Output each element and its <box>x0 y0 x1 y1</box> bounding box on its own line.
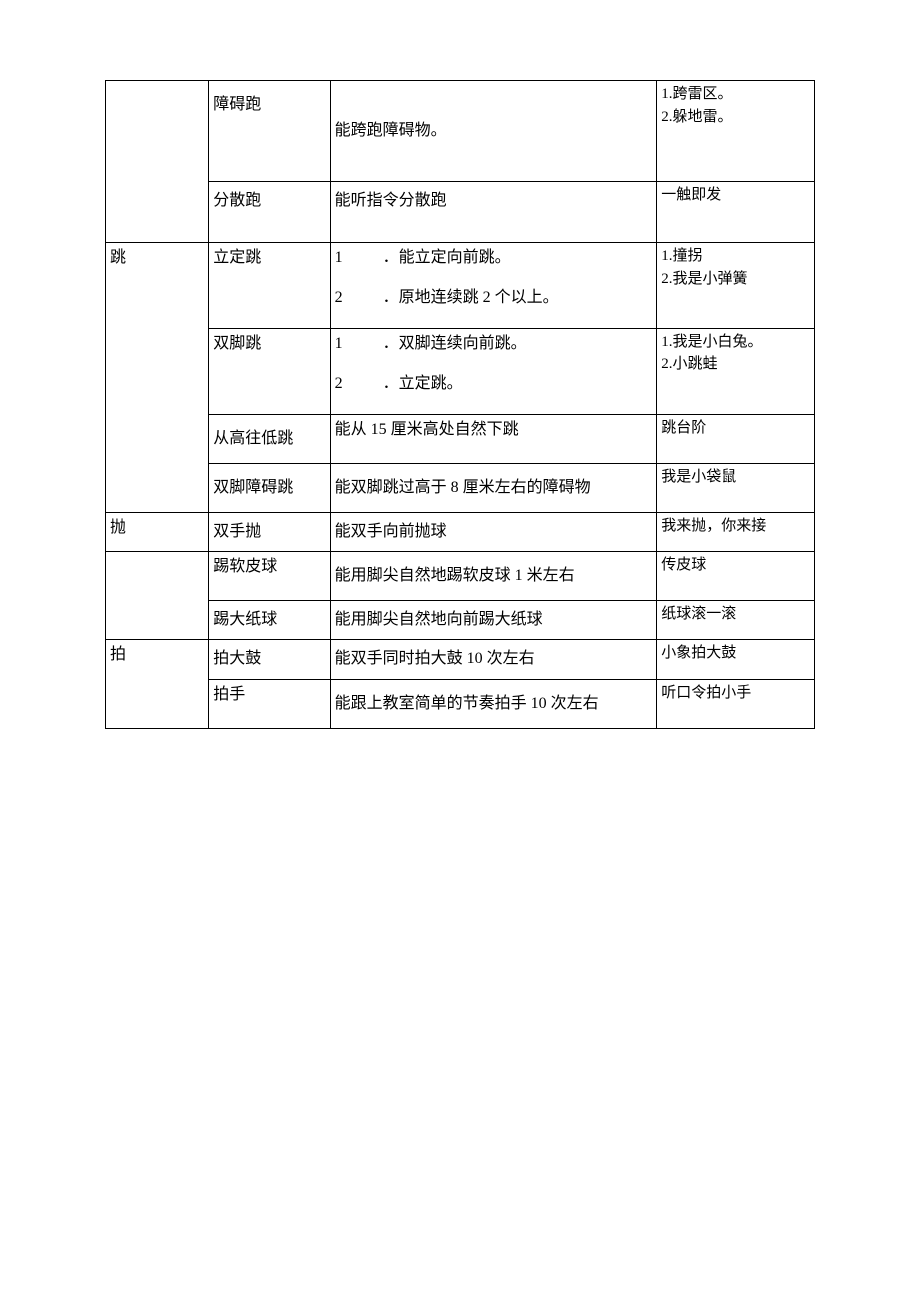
game-line: 传皮球 <box>661 554 810 577</box>
table-row: 拍手 能跟上教室简单的节奏拍手 10 次左右 听口令拍小手 <box>106 679 815 728</box>
subcategory-cell: 双脚跳 <box>209 328 330 414</box>
description-cell: 能从 15 厘米高处自然下跳 <box>330 414 657 463</box>
item-text: ．双脚连续向前跳。 <box>347 333 653 355</box>
description-cell: 能跟上教室简单的节奏拍手 10 次左右 <box>330 679 657 728</box>
description-cell: 能双手向前抛球 <box>330 512 657 551</box>
games-cell: 传皮球 <box>657 551 815 600</box>
subcategory-cell: 双脚障碍跳 <box>209 463 330 512</box>
description-cell: 能双脚跳过高于 8 厘米左右的障碍物 <box>330 463 657 512</box>
game-line: 我来抛，你来接 <box>661 515 810 538</box>
item-number: 1 <box>335 333 347 355</box>
numbered-item: 2 ．原地连续跳 2 个以上。 <box>335 287 653 309</box>
games-cell: 纸球滚一滚 <box>657 600 815 639</box>
game-line: 2.小跳蛙 <box>661 353 810 376</box>
description-cell: 能双手同时拍大鼓 10 次左右 <box>330 640 657 679</box>
games-cell: 小象拍大鼓 <box>657 640 815 679</box>
document-page: 障碍跑 能跨跑障碍物。 1.跨雷区。 2.躲地雷。 分散跑 能听指令分散跑 一触… <box>0 0 920 1301</box>
table-row: 从高往低跳 能从 15 厘米高处自然下跳 跳台阶 <box>106 414 815 463</box>
category-cell: 拍 <box>106 640 209 728</box>
subcategory-cell: 踢大纸球 <box>209 600 330 639</box>
numbered-item: 1 ．双脚连续向前跳。 <box>335 333 653 355</box>
description-cell: 能跨跑障碍物。 <box>330 81 657 182</box>
category-cell: 跳 <box>106 243 209 513</box>
games-cell: 1.我是小白兔。 2.小跳蛙 <box>657 328 815 414</box>
numbered-item: 1 ．能立定向前跳。 <box>335 247 653 269</box>
table-row: 双脚跳 1 ．双脚连续向前跳。 2 ．立定跳。 1.我是小白兔。 2.小跳蛙 <box>106 328 815 414</box>
item-number: 2 <box>335 373 347 395</box>
subcategory-cell: 拍手 <box>209 679 330 728</box>
table-row: 踢软皮球 能用脚尖自然地踢软皮球 1 米左右 传皮球 <box>106 551 815 600</box>
table-row: 分散跑 能听指令分散跑 一触即发 <box>106 182 815 243</box>
item-text: ．立定跳。 <box>347 373 653 395</box>
game-line: 小象拍大鼓 <box>661 642 810 665</box>
table-row: 跳 立定跳 1 ．能立定向前跳。 2 ．原地连续跳 2 个以上。 1.撞拐 2.… <box>106 243 815 329</box>
subcategory-cell: 双手抛 <box>209 512 330 551</box>
games-cell: 跳台阶 <box>657 414 815 463</box>
description-cell: 1 ．双脚连续向前跳。 2 ．立定跳。 <box>330 328 657 414</box>
game-line: 一触即发 <box>661 184 810 207</box>
subcategory-cell: 障碍跑 <box>209 81 330 182</box>
game-line: 跳台阶 <box>661 417 810 440</box>
game-line: 纸球滚一滚 <box>661 603 810 626</box>
description-cell: 能听指令分散跑 <box>330 182 657 243</box>
subcategory-cell: 分散跑 <box>209 182 330 243</box>
item-number: 1 <box>335 247 347 269</box>
game-line: 1.跨雷区。 <box>661 83 810 106</box>
item-number: 2 <box>335 287 347 309</box>
game-line: 听口令拍小手 <box>661 682 810 705</box>
numbered-item: 2 ．立定跳。 <box>335 373 653 395</box>
curriculum-table: 障碍跑 能跨跑障碍物。 1.跨雷区。 2.躲地雷。 分散跑 能听指令分散跑 一触… <box>105 80 815 729</box>
description-cell: 能用脚尖自然地踢软皮球 1 米左右 <box>330 551 657 600</box>
games-cell: 1.撞拐 2.我是小弹簧 <box>657 243 815 329</box>
subcategory-cell: 拍大鼓 <box>209 640 330 679</box>
game-line: 2.我是小弹簧 <box>661 268 810 291</box>
game-line: 1.撞拐 <box>661 245 810 268</box>
table-row: 抛 双手抛 能双手向前抛球 我来抛，你来接 <box>106 512 815 551</box>
item-text: ．能立定向前跳。 <box>347 247 653 269</box>
game-line: 2.躲地雷。 <box>661 106 810 129</box>
category-cell: 抛 <box>106 512 209 551</box>
table-row: 踢大纸球 能用脚尖自然地向前踢大纸球 纸球滚一滚 <box>106 600 815 639</box>
category-cell <box>106 551 209 639</box>
games-cell: 1.跨雷区。 2.躲地雷。 <box>657 81 815 182</box>
description-cell: 能用脚尖自然地向前踢大纸球 <box>330 600 657 639</box>
games-cell: 我是小袋鼠 <box>657 463 815 512</box>
subcategory-cell: 立定跳 <box>209 243 330 329</box>
subcategory-cell: 从高往低跳 <box>209 414 330 463</box>
games-cell: 一触即发 <box>657 182 815 243</box>
table-row: 双脚障碍跳 能双脚跳过高于 8 厘米左右的障碍物 我是小袋鼠 <box>106 463 815 512</box>
game-line: 我是小袋鼠 <box>661 466 810 489</box>
game-line: 1.我是小白兔。 <box>661 331 810 354</box>
table-row: 障碍跑 能跨跑障碍物。 1.跨雷区。 2.躲地雷。 <box>106 81 815 182</box>
category-cell <box>106 81 209 243</box>
subcategory-cell: 踢软皮球 <box>209 551 330 600</box>
games-cell: 听口令拍小手 <box>657 679 815 728</box>
item-text: ．原地连续跳 2 个以上。 <box>347 287 653 309</box>
games-cell: 我来抛，你来接 <box>657 512 815 551</box>
description-cell: 1 ．能立定向前跳。 2 ．原地连续跳 2 个以上。 <box>330 243 657 329</box>
table-row: 拍 拍大鼓 能双手同时拍大鼓 10 次左右 小象拍大鼓 <box>106 640 815 679</box>
